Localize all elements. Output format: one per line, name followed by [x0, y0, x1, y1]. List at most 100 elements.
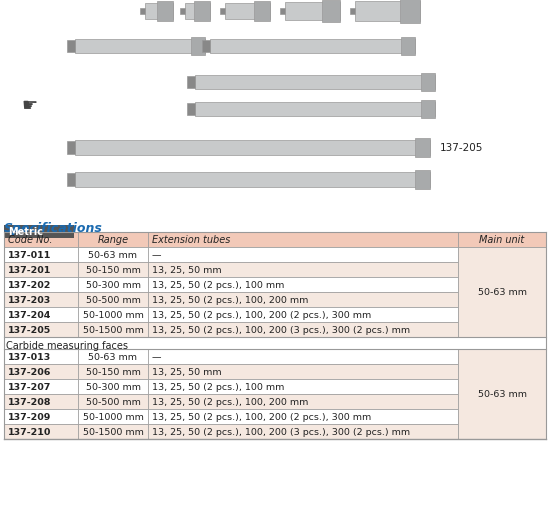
Bar [350, 9, 355, 15]
Bar [4, 233, 78, 247]
Text: 13, 25, 50 mm: 13, 25, 50 mm [152, 266, 222, 274]
Bar [195, 76, 435, 90]
Text: Specifications: Specifications [4, 221, 103, 235]
Bar [4, 263, 78, 277]
Bar [4, 277, 78, 293]
Text: 13, 25, 50 (2 pcs.), 100, 200 (2 pcs.), 300 mm: 13, 25, 50 (2 pcs.), 100, 200 (2 pcs.), … [152, 412, 371, 421]
Text: 50-500 mm: 50-500 mm [85, 295, 141, 304]
Text: 50-1000 mm: 50-1000 mm [83, 412, 143, 421]
Bar [4, 424, 78, 439]
Bar [75, 40, 205, 54]
Bar [225, 4, 270, 20]
Bar [75, 140, 430, 155]
Bar [421, 74, 435, 92]
Bar [78, 424, 148, 439]
Text: 13, 25, 50 (2 pcs.), 100, 200 mm: 13, 25, 50 (2 pcs.), 100, 200 mm [152, 295, 309, 304]
Text: 50-300 mm: 50-300 mm [85, 382, 141, 391]
Text: Metric: Metric [8, 227, 43, 237]
Text: 50-63 mm: 50-63 mm [478, 288, 527, 297]
Bar [148, 233, 458, 247]
Text: Range: Range [98, 235, 128, 245]
Bar [254, 2, 270, 22]
Bar [322, 1, 340, 23]
Text: 137-209: 137-209 [8, 412, 51, 421]
Bar [148, 409, 458, 424]
Bar [145, 4, 173, 20]
Bar [4, 349, 78, 364]
Text: 137-208: 137-208 [8, 397, 51, 406]
Text: 50-300 mm: 50-300 mm [85, 280, 141, 290]
Bar [4, 225, 74, 239]
Bar [187, 77, 195, 89]
Text: 50-63 mm: 50-63 mm [89, 352, 137, 361]
Bar [148, 379, 458, 394]
Bar [458, 247, 546, 337]
Text: 13, 25, 50 (2 pcs.), 100 mm: 13, 25, 50 (2 pcs.), 100 mm [152, 280, 285, 290]
Bar [78, 233, 148, 247]
Text: 50-63 mm: 50-63 mm [478, 390, 527, 399]
Bar [4, 394, 78, 409]
Bar [78, 379, 148, 394]
Bar [458, 349, 546, 439]
Bar [4, 233, 546, 247]
Bar [148, 277, 458, 293]
Bar [148, 322, 458, 337]
Bar [4, 322, 78, 337]
Text: Code No.: Code No. [8, 235, 52, 245]
Bar [67, 41, 75, 53]
Text: —: — [152, 250, 161, 260]
Text: 137-204: 137-204 [8, 310, 51, 319]
Text: 137-013: 137-013 [8, 352, 51, 361]
Bar [78, 322, 148, 337]
Bar [355, 2, 420, 22]
Bar [148, 247, 458, 263]
Bar [67, 141, 75, 154]
Text: Main unit: Main unit [479, 235, 525, 245]
Text: 50-150 mm: 50-150 mm [85, 266, 141, 274]
Bar [67, 173, 75, 186]
Bar [220, 9, 225, 15]
Bar [78, 247, 148, 263]
Bar [140, 9, 145, 15]
Text: 50-1500 mm: 50-1500 mm [83, 325, 143, 334]
Text: 137-210: 137-210 [8, 427, 51, 436]
Text: ☛: ☛ [22, 97, 38, 115]
Bar [78, 307, 148, 322]
Text: 137-205: 137-205 [440, 143, 483, 153]
Text: 50-63 mm: 50-63 mm [89, 250, 137, 260]
Bar [285, 3, 340, 21]
Text: 137-206: 137-206 [8, 367, 51, 376]
Bar [157, 2, 173, 22]
Bar [78, 409, 148, 424]
Text: 137-011: 137-011 [8, 250, 51, 260]
Bar [185, 4, 210, 20]
Text: 13, 25, 50 (2 pcs.), 100 mm: 13, 25, 50 (2 pcs.), 100 mm [152, 382, 285, 391]
Bar [195, 103, 435, 117]
Text: 13, 25, 50 (2 pcs.), 100, 200 (3 pcs.), 300 (2 pcs.) mm: 13, 25, 50 (2 pcs.), 100, 200 (3 pcs.), … [152, 325, 410, 334]
Bar [148, 263, 458, 277]
Text: 50-1500 mm: 50-1500 mm [83, 427, 143, 436]
Text: 13, 25, 50 (2 pcs.), 100, 200 (3 pcs.), 300 (2 pcs.) mm: 13, 25, 50 (2 pcs.), 100, 200 (3 pcs.), … [152, 427, 410, 436]
Bar [78, 349, 148, 364]
Bar [4, 364, 78, 379]
Bar [148, 424, 458, 439]
Text: 137-201: 137-201 [8, 266, 51, 274]
Text: 137-205: 137-205 [8, 325, 51, 334]
Text: 137-203: 137-203 [8, 295, 51, 304]
Bar [75, 172, 430, 187]
Bar [78, 293, 148, 307]
Bar [4, 379, 78, 394]
Bar [148, 364, 458, 379]
Bar [4, 247, 78, 263]
Text: 50-500 mm: 50-500 mm [85, 397, 141, 406]
Bar [400, 0, 420, 24]
Bar [148, 394, 458, 409]
Bar [180, 9, 185, 15]
Bar [280, 9, 285, 15]
Bar [187, 104, 195, 116]
Text: 50-150 mm: 50-150 mm [85, 367, 141, 376]
Bar [78, 394, 148, 409]
Bar [4, 293, 78, 307]
Text: Carbide measuring faces: Carbide measuring faces [6, 341, 128, 350]
Bar [148, 307, 458, 322]
